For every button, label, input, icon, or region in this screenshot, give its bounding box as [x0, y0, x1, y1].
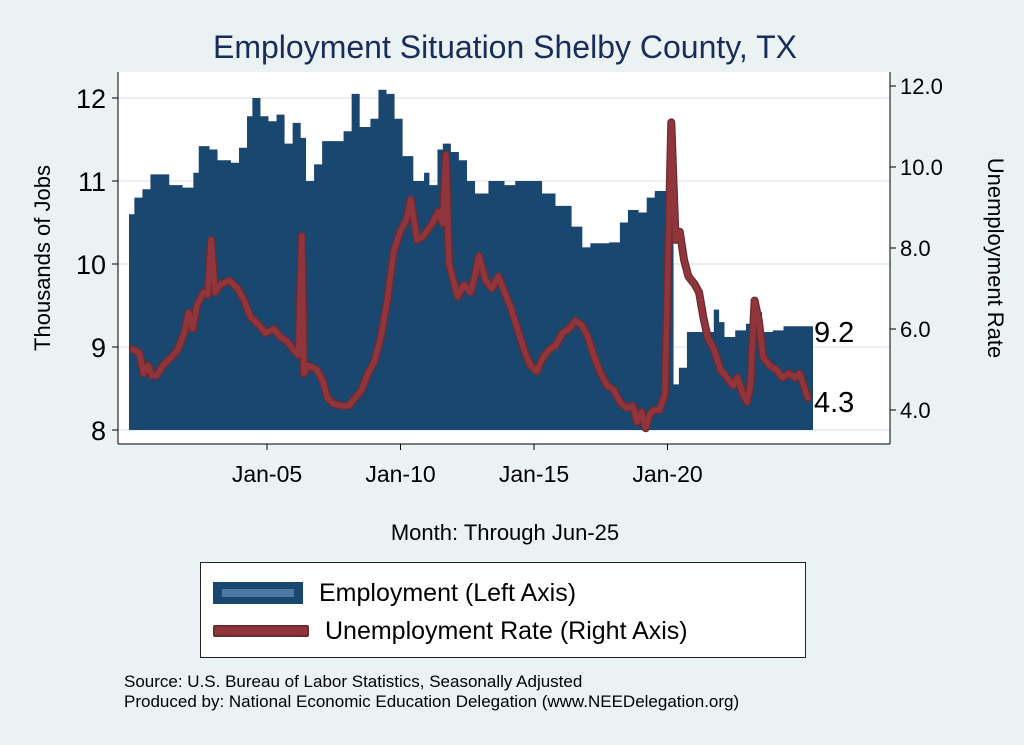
source-line-2: Produced by: National Economic Education… — [124, 692, 740, 711]
right-tick-label-3: 10.0 — [900, 155, 943, 180]
employment-chart: 8 9 10 11 12 4.0 6.0 8.0 10.0 12.0 Jan-05 Jan-10 Jan… — [30, 29, 1008, 545]
x-tick-label-3: Jan-20 — [632, 461, 702, 487]
employment-swatch — [213, 582, 303, 604]
y-axis-right-label: Unemployment Rate — [983, 158, 1008, 359]
source-line-1: Source: U.S. Bureau of Labor Statistics,… — [124, 672, 583, 691]
chart-title: Employment Situation Shelby County, TX — [213, 29, 797, 65]
chart-legend: Employment (Left Axis) Unemployment Rate… — [200, 562, 806, 658]
x-axis-label: Month: Through Jun-25 — [391, 520, 619, 545]
unemployment-end-label: 4.3 — [814, 387, 854, 419]
right-tick-label-1: 6.0 — [900, 317, 931, 342]
axis-ticks: 8 9 10 11 12 4.0 6.0 8.0 10.0 12.0 Jan-05 Jan-10 Jan… — [76, 74, 943, 487]
source-note: Source: U.S. Bureau of Labor Statistics,… — [124, 672, 739, 712]
legend-item-unemployment: Unemployment Rate (Right Axis) — [213, 613, 688, 649]
unemployment-swatch — [213, 625, 309, 637]
unemployment-line — [130, 119, 811, 431]
legend-label-employment: Employment (Left Axis) — [319, 578, 577, 607]
y-axis-left-label: Thousands of Jobs — [30, 165, 55, 351]
left-tick-label-1: 9 — [91, 333, 106, 363]
left-tick-label-2: 10 — [76, 250, 106, 280]
x-tick-label-0: Jan-05 — [232, 461, 302, 487]
chart-marks — [129, 89, 813, 433]
right-tick-label-4: 12.0 — [900, 74, 943, 99]
legend-label-unemployment: Unemployment Rate (Right Axis) — [325, 616, 688, 645]
left-tick-label-0: 8 — [91, 416, 106, 446]
right-tick-label-0: 4.0 — [900, 398, 931, 423]
left-tick-label-3: 11 — [78, 167, 106, 197]
x-tick-label-2: Jan-15 — [499, 461, 569, 487]
left-tick-label-4: 12 — [76, 84, 106, 114]
employment-end-label: 9.2 — [814, 317, 854, 349]
legend-item-employment: Employment (Left Axis) — [213, 575, 576, 611]
x-tick-label-1: Jan-10 — [365, 461, 435, 487]
right-tick-label-2: 8.0 — [900, 236, 931, 261]
